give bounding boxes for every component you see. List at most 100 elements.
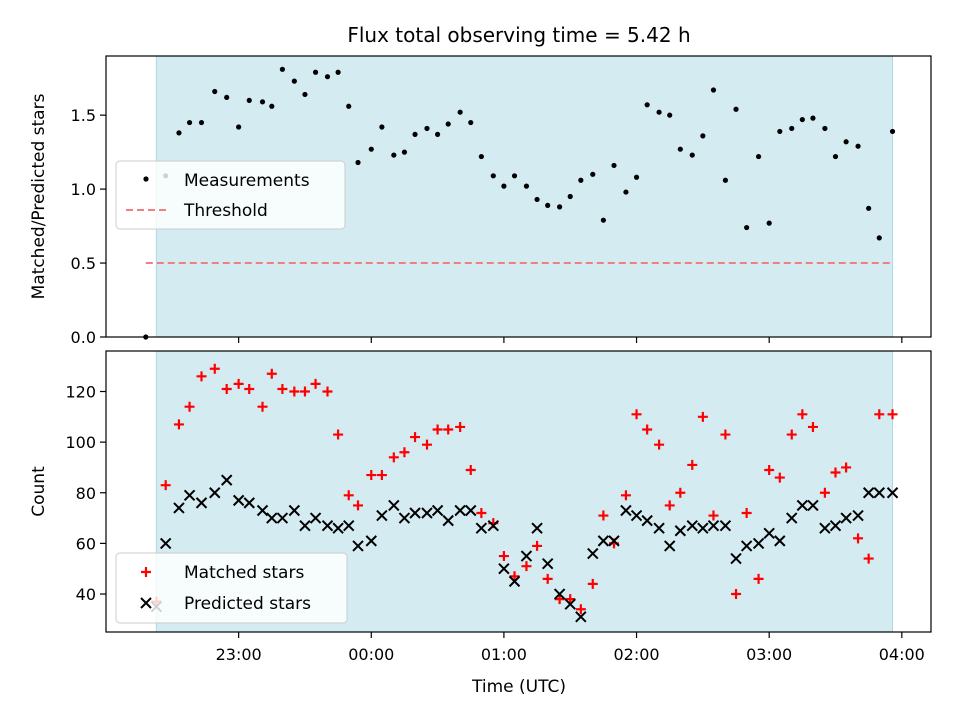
measurement-point (236, 124, 242, 130)
predicted-star-point (541, 557, 554, 570)
measurement-point (391, 152, 397, 158)
matched-star-point (476, 508, 487, 519)
bottom-y-tick-label: 120 (65, 383, 96, 402)
predicted-star-point (409, 507, 421, 519)
predicted-star-point (299, 519, 311, 532)
matched-star-point (620, 490, 631, 501)
matched-star-point (575, 604, 586, 615)
legend-box (115, 160, 346, 230)
matched-star-point (509, 571, 520, 582)
matched-star-point (542, 573, 553, 584)
measurement-point (401, 149, 408, 155)
predicted-star-point (686, 519, 698, 532)
measurement-point (457, 109, 463, 115)
measurement-point (689, 152, 695, 158)
matched-star-point (753, 573, 764, 584)
predicted-star-point (752, 537, 765, 550)
legend-measurement-marker (143, 176, 149, 182)
x-tick-label: 02:00 (613, 645, 659, 664)
ratio-panel: 0.0 0.5 1.0 1.5 Matched/Predicted stars Measu… (29, 55, 932, 347)
predicted-star-point (398, 512, 411, 524)
measurement-point (335, 69, 341, 75)
predicted-star-point (465, 504, 477, 517)
predicted-star-point (774, 535, 786, 547)
predicted-star-point (365, 535, 377, 547)
matched-star-point (322, 386, 333, 397)
predicted-star-point (321, 519, 334, 532)
matched-star-point (277, 383, 288, 394)
predicted-star-point (431, 504, 444, 517)
predicted-star-point (442, 514, 454, 527)
legend-predicted-label: Predicted stars (184, 594, 311, 614)
predicted-star-point (454, 504, 466, 517)
bottom-y-tick-label: 80 (76, 484, 96, 503)
legend-box (115, 552, 348, 624)
measurement-point (534, 196, 540, 203)
matched-star-point (244, 383, 255, 394)
predicted-star-point (786, 512, 798, 524)
measurement-point (312, 69, 319, 75)
measurement-point (176, 130, 182, 136)
predicted-star-point (232, 494, 245, 507)
x-axis-label: Time (UTC) (471, 677, 566, 697)
matched-star-point (353, 500, 364, 511)
predicted-star-point (641, 514, 653, 527)
measurement-point (866, 205, 872, 211)
top-y-tick-label: 0.0 (71, 328, 96, 347)
matched-star-point (184, 401, 195, 412)
predicted-star-point (553, 588, 566, 600)
predicted-star-point (819, 522, 831, 534)
top-axes-frame (105, 55, 932, 338)
matched-star-point (421, 439, 432, 450)
predicted-star-point (352, 540, 364, 552)
matched-star-point (774, 472, 785, 483)
measurement-point (843, 139, 849, 145)
measurement-point (789, 125, 795, 132)
predicted-star-point (266, 512, 278, 524)
measurement-point (246, 97, 252, 103)
matched-star-point (266, 368, 277, 379)
matched-star-point (388, 452, 399, 463)
matched-star-point (554, 594, 565, 605)
predicted-star-point (740, 540, 753, 552)
predicted-star-point (376, 509, 388, 522)
measurement-point (355, 159, 361, 166)
predicted-star-point (886, 487, 899, 499)
top-y-tick-label: 1.5 (71, 106, 96, 125)
measurement-point (810, 115, 816, 121)
measurement-point (822, 125, 828, 132)
predicted-star-point (256, 504, 269, 517)
bottom-y-tick-label: 60 (76, 534, 96, 553)
matched-star-point (173, 419, 184, 430)
measurement-point (434, 131, 441, 137)
matched-star-point (521, 561, 532, 572)
measurement-point (766, 220, 772, 226)
measurement-point (468, 119, 474, 126)
top-legend: Measurements Threshold (115, 160, 346, 230)
measurement-point (557, 204, 563, 210)
measurement-point (656, 109, 662, 115)
matched-star-point (221, 383, 232, 394)
bottom-y-tick-label: 100 (65, 433, 96, 452)
predicted-star-point (195, 497, 208, 509)
matched-star-point (333, 429, 344, 440)
matched-star-point (432, 424, 443, 435)
predicted-star-point (531, 522, 543, 534)
legend-threshold-label: Threshold (183, 201, 268, 221)
measurement-point (667, 112, 673, 118)
predicted-star-point (173, 502, 185, 514)
measurement-point (722, 177, 729, 183)
matched-star-point (720, 429, 731, 440)
matched-star-point (196, 371, 207, 382)
predicted-star-point (707, 519, 720, 532)
measurement-point (490, 173, 496, 179)
matched-star-point (410, 432, 421, 443)
measurement-point (590, 171, 596, 177)
measurement-point (567, 193, 573, 200)
predicted-star-point (520, 550, 533, 562)
bottom-legend: Matched stars Predicted stars (115, 552, 348, 624)
x-tick-label: 03:00 (746, 645, 792, 664)
predicted-star-point (608, 535, 620, 547)
predicted-star-point (730, 552, 742, 565)
